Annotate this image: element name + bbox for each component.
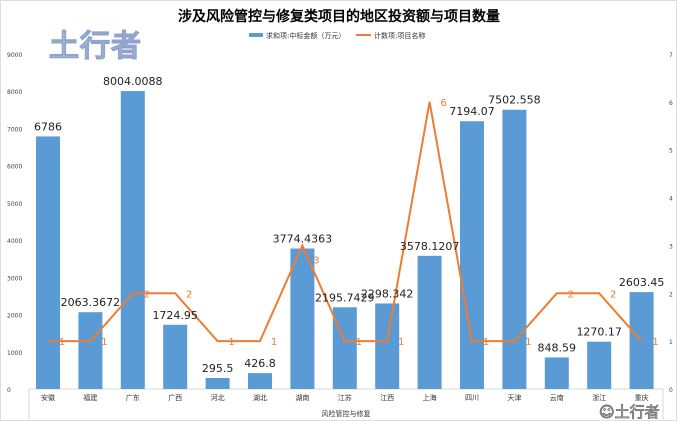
y-left-tick: 9000 (7, 52, 22, 59)
x-tick-label: 广西 (168, 393, 182, 402)
y-left-tick: 7000 (7, 126, 22, 133)
x-tick-label: 天津 (507, 394, 521, 402)
y-right-tick: 5 (669, 148, 673, 155)
bar-data-label: 1724.95 (152, 309, 198, 322)
bar-data-label: 6786 (34, 120, 62, 133)
bar-data-label: 2195.7429 (315, 291, 375, 304)
x-tick-label: 四川 (465, 394, 479, 402)
bar-data-label: 7502.558 (488, 94, 541, 107)
line-data-label: 1 (271, 337, 277, 348)
line-data-label: 1 (356, 337, 362, 348)
y-left-tick: 6000 (7, 164, 22, 171)
line-data-label: 6 (440, 98, 446, 109)
bar (417, 255, 442, 389)
x-tick-label: 河北 (211, 394, 225, 402)
line-data-label: 1 (652, 337, 658, 348)
legend-line-label: 计数项:项目名称 (374, 31, 425, 40)
bar (120, 91, 145, 390)
x-tick-label: 江西 (380, 394, 394, 402)
bar-data-label: 3578.1207 (400, 240, 460, 253)
line-data-label: 2 (568, 289, 574, 300)
bar-data-label: 2298.342 (361, 287, 414, 300)
x-tick-label: 重庆 (635, 393, 649, 402)
bar (290, 248, 315, 389)
x-tick-label: 江苏 (338, 393, 352, 402)
y-right-tick: 1 (669, 339, 673, 346)
bar (78, 312, 103, 389)
x-tick-label: 湖南 (295, 393, 309, 402)
wechat-watermark: ☺土行者 (599, 403, 660, 421)
bar-data-label: 1270.17 (576, 326, 622, 339)
bar-data-label: 295.5 (202, 362, 234, 375)
legend-bar-swatch (249, 33, 263, 37)
chart-title: 涉及风险管控与修复类项目的地区投资额与项目数量 (178, 8, 500, 25)
line-data-label: 1 (525, 337, 531, 348)
y-right-tick: 0 (669, 387, 673, 394)
x-tick-label: 广东 (126, 393, 140, 402)
bar (332, 307, 357, 389)
bar-data-label: 8004.0088 (103, 75, 163, 88)
y-left-tick: 5000 (7, 201, 22, 208)
y-right-tick: 4 (669, 196, 673, 203)
bar (248, 373, 272, 389)
bar (502, 109, 527, 389)
y-right-tick: 6 (669, 100, 673, 107)
x-tick-label: 福建 (83, 393, 97, 402)
count-line (48, 101, 643, 343)
bar-data-label: 848.59 (538, 341, 577, 354)
x-tick-label: 湖北 (253, 393, 267, 402)
y-right-tick: 2 (669, 291, 673, 298)
bar (375, 303, 400, 389)
bar (587, 341, 612, 389)
bar-data-label: 2603.45 (619, 276, 665, 289)
y-left-tick: 1000 (7, 350, 22, 357)
line-data-label: 3 (313, 255, 319, 266)
x-tick-label: 安徽 (41, 393, 55, 402)
y-left-tick: 8000 (7, 89, 22, 96)
watermark-logo: 土行者 (49, 29, 142, 65)
bar-data-label: 3774.4363 (273, 233, 333, 246)
y-left-tick: 4000 (7, 238, 22, 245)
bar (460, 121, 484, 389)
x-tick-label: 浙江 (592, 393, 606, 402)
line-data-label: 1 (101, 337, 107, 348)
bar (36, 136, 60, 389)
bar-data-label: 426.8 (244, 357, 276, 370)
y-left-tick: 0 (7, 387, 11, 394)
line-data-label: 2 (144, 289, 150, 300)
line-data-label: 1 (59, 337, 65, 348)
line-data-label: 1 (398, 337, 404, 348)
y-left-tick: 2000 (7, 313, 22, 320)
legend-bar-label: 求和项:中标金额（万元） (266, 31, 345, 40)
line-data-label: 1 (483, 337, 489, 348)
line-data-label: 2 (186, 289, 192, 300)
y-right-tick: 7 (669, 52, 673, 59)
bar (163, 324, 188, 389)
bar-data-label: 2063.3672 (61, 296, 121, 309)
x-axis-title: 风险管控与修复 (322, 409, 371, 418)
bar (205, 378, 230, 389)
y-left-tick: 3000 (7, 275, 22, 282)
x-tick-label: 云南 (550, 393, 564, 402)
line-data-label: 1 (228, 337, 234, 348)
x-tick-label: 上海 (423, 393, 437, 402)
bar-data-label: 7194.07 (449, 105, 495, 118)
bar (544, 357, 569, 389)
y-right-tick: 3 (669, 243, 673, 250)
line-data-label: 2 (610, 289, 616, 300)
